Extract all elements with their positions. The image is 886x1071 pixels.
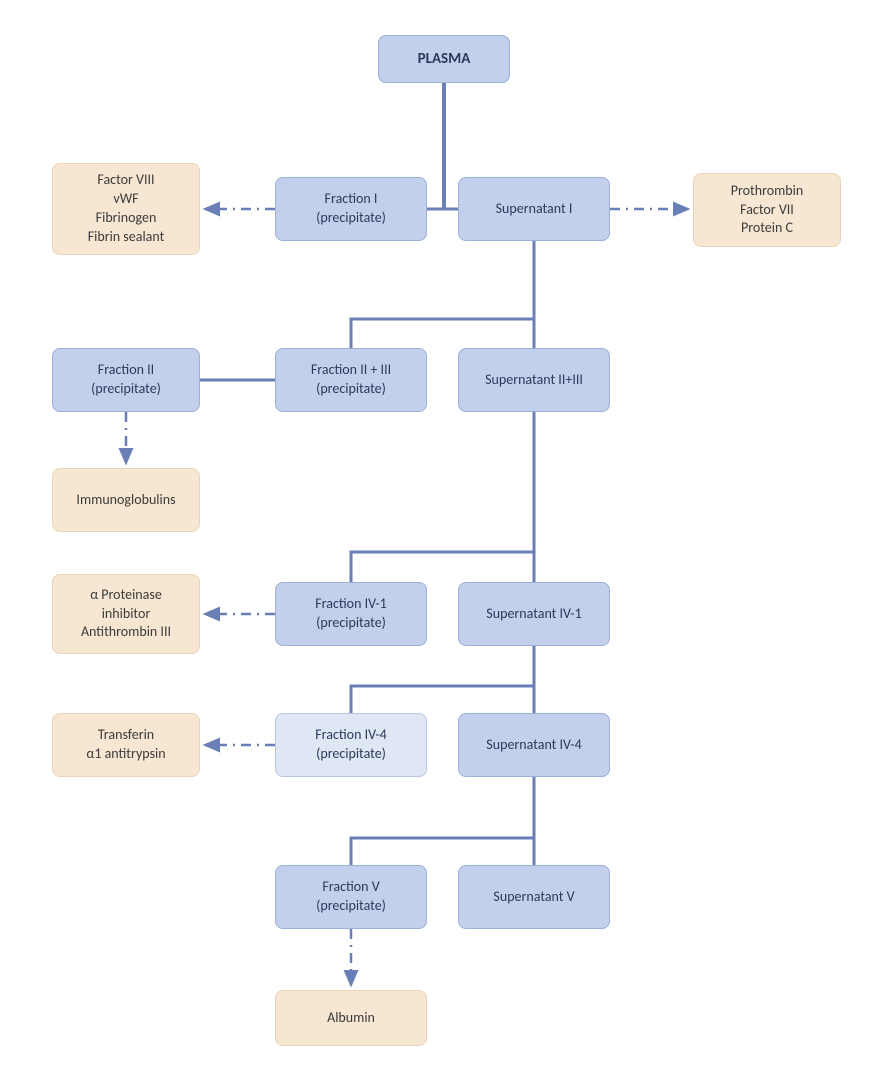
node-fraction23: Fraction II + III(precipitate) [275, 348, 427, 412]
node-fraction41: Fraction IV-1(precipitate) [275, 582, 427, 646]
node-fraction1: Fraction I(precipitate) [275, 177, 427, 241]
flowchart-canvas: PLASMA Fraction I(precipitate) Supernata… [0, 0, 886, 1071]
node-prod-api: α ProteinaseinhibitorAntithrombin III [52, 574, 200, 654]
node-prod-ig: Immunoglobulins [52, 468, 200, 532]
node-prod2: ProthrombinFactor VIIProtein C [693, 173, 841, 247]
node-fraction5: Fraction V(precipitate) [275, 865, 427, 929]
node-supernatant5: Supernatant V [458, 865, 610, 929]
connectors [0, 0, 886, 1071]
node-supernatant23: Supernatant II+III [458, 348, 610, 412]
node-prod1: Factor VIIIvWFFibrinogenFibrin sealant [52, 163, 200, 255]
node-fraction2: Fraction II(precipitate) [52, 348, 200, 412]
node-supernatant41: Supernatant IV-1 [458, 582, 610, 646]
node-prod-alb: Albumin [275, 990, 427, 1046]
node-plasma: PLASMA [378, 35, 510, 83]
node-supernatant44: Supernatant IV-4 [458, 713, 610, 777]
node-prod-trans: Transferinα1 antitrypsin [52, 713, 200, 777]
node-supernatant1: Supernatant I [458, 177, 610, 241]
node-fraction44: Fraction IV-4(precipitate) [275, 713, 427, 777]
